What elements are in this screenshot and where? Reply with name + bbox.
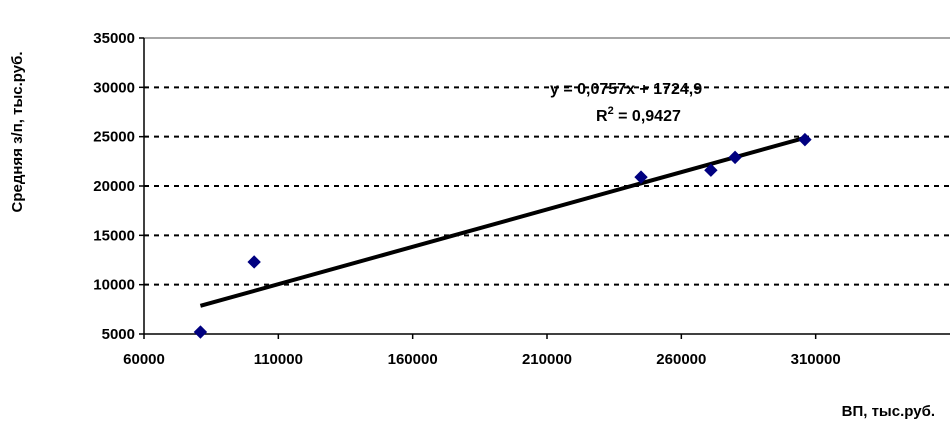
y-tick-label: 35000 (93, 30, 135, 47)
gridlines (144, 37, 950, 286)
data-point (704, 163, 718, 177)
data-point (634, 170, 648, 184)
x-tick-label: 160000 (388, 351, 438, 368)
x-axis-ticks: 60000 110000 160000 210000 260000 310000 (123, 334, 841, 368)
data-point (728, 150, 742, 165)
x-tick-label: 110000 (254, 351, 303, 368)
data-point (798, 132, 812, 147)
y-axis-ticks: 5000 10000 15000 20000 25000 30000 35000 (93, 30, 144, 343)
x-tick-label: 310000 (791, 351, 841, 368)
trendline (199, 135, 806, 308)
x-tick-label: 60000 (123, 351, 165, 368)
y-tick-label: 15000 (93, 227, 135, 244)
x-axis-title: ВП, тыс.руб. (842, 403, 935, 420)
r-squared-label: R2 = 0,9427 (596, 105, 681, 125)
x-tick-label: 210000 (522, 351, 572, 368)
x-tick-label: 260000 (656, 351, 706, 368)
trendline-equation: y = 0,0757x + 1724,9 (550, 81, 702, 98)
data-point (193, 325, 208, 339)
y-tick-label: 25000 (93, 129, 135, 146)
y-tick-label: 10000 (93, 277, 135, 294)
data-point (247, 255, 261, 269)
y-tick-label: 5000 (102, 326, 135, 343)
data-points (193, 132, 812, 339)
y-tick-label: 30000 (93, 79, 135, 96)
y-axis-title: Средняя з/п, тыс.руб. (9, 51, 26, 212)
y-tick-label: 20000 (93, 178, 135, 195)
